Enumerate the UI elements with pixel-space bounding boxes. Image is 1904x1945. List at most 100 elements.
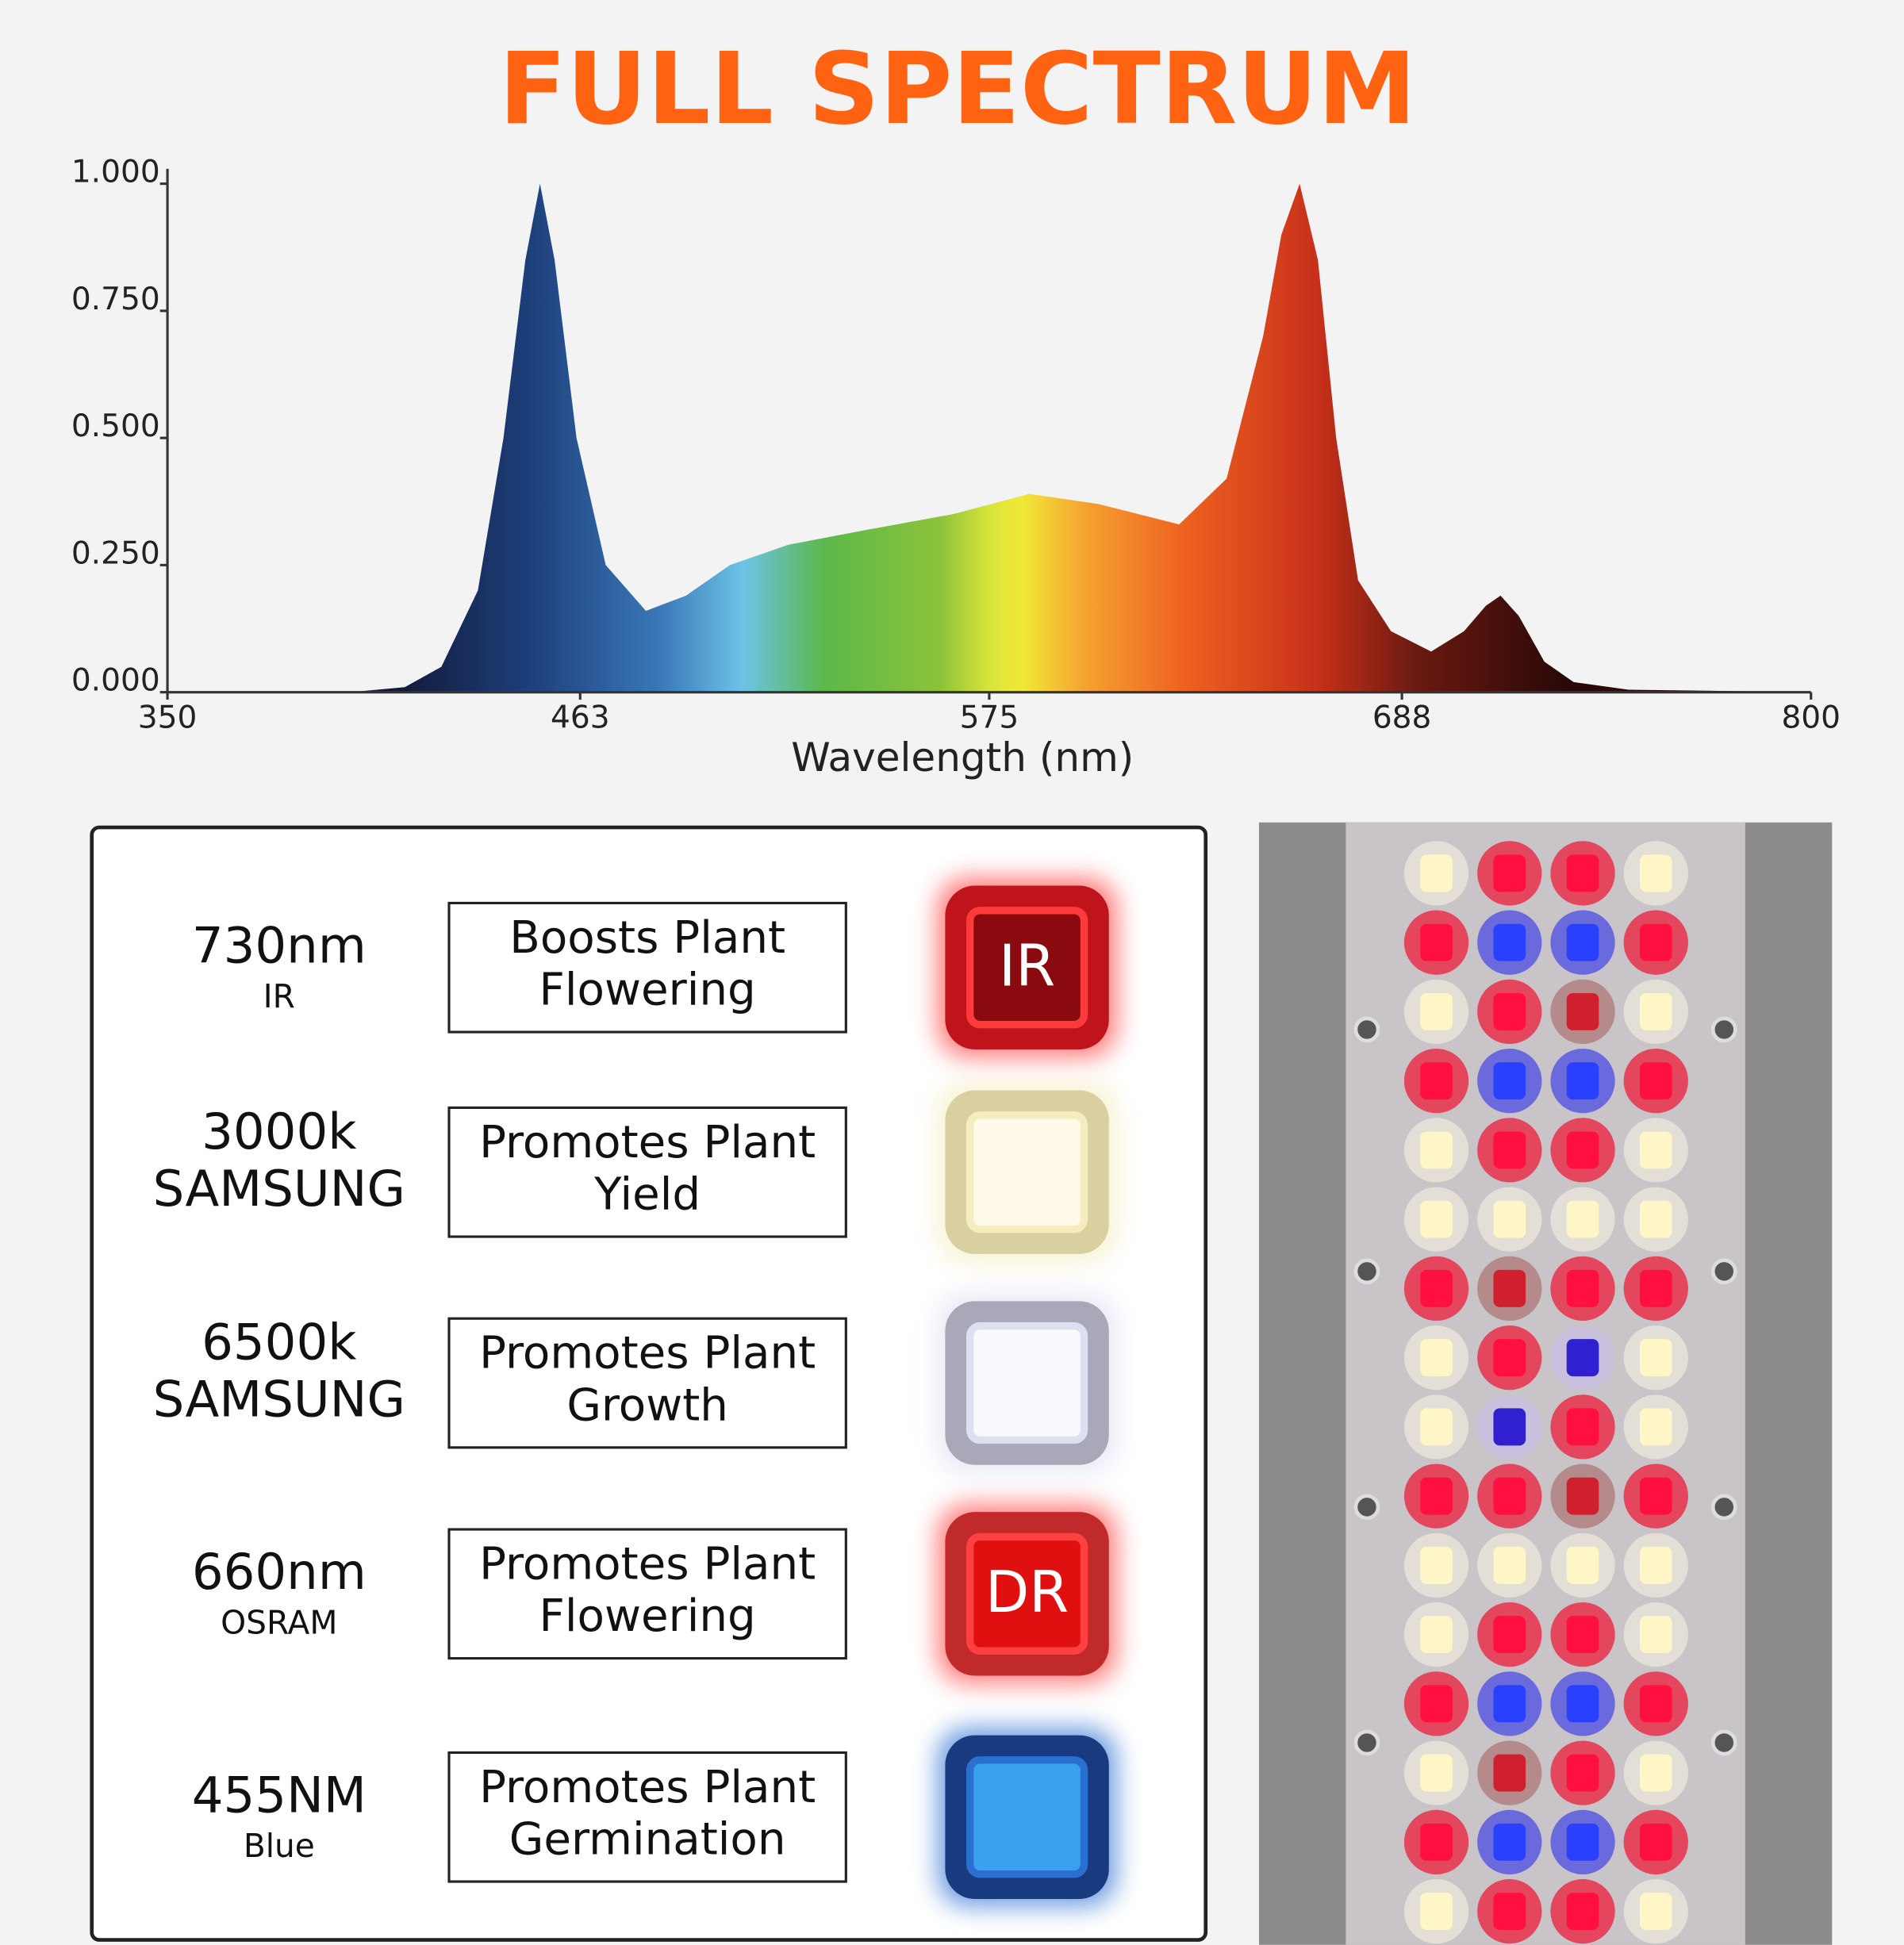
y-tick-label: 0.750: [71, 282, 160, 317]
led-chip: [1566, 854, 1599, 892]
chart-title: FULL SPECTRUM: [499, 32, 1417, 147]
x-tick-label: 800: [1781, 700, 1841, 736]
screw: [1710, 1016, 1737, 1043]
led-chip: [1566, 1131, 1599, 1169]
y-tick-label: 0.000: [71, 663, 160, 699]
led-chip: [1493, 1754, 1526, 1792]
badge-inner: [965, 907, 1088, 1029]
description-line: Flowering: [539, 1590, 756, 1642]
badge-label: IR: [999, 932, 1055, 999]
led-chip: [1420, 1823, 1453, 1861]
y-tick-label: 0.500: [71, 409, 160, 444]
led-chip: [1566, 1339, 1599, 1377]
led-chip: [1493, 1200, 1526, 1238]
led-chip: [1420, 992, 1453, 1030]
led-chip: [1566, 923, 1599, 961]
badge-inner: [965, 1533, 1088, 1655]
led-chip: [1639, 1339, 1672, 1377]
led-chip: [1639, 1477, 1672, 1515]
led-chip: [1493, 1131, 1526, 1169]
led-chip: [1420, 1616, 1453, 1654]
led-chip: [1639, 854, 1672, 892]
x-tick-label: 350: [138, 700, 198, 736]
screw: [1710, 1729, 1737, 1756]
led-chip: [1639, 1546, 1672, 1584]
badge-inner: [965, 1756, 1088, 1878]
led-chip: [1493, 1477, 1526, 1515]
led-chip: [1420, 1131, 1453, 1169]
led-chip: [1420, 1893, 1453, 1931]
description-line: Growth: [566, 1379, 728, 1431]
led-chip: [1639, 1131, 1672, 1169]
led-chip: [1566, 1200, 1599, 1238]
description-box: [447, 901, 847, 1034]
led-chip: [1493, 1685, 1526, 1723]
led-chip: [1639, 1893, 1672, 1931]
led-chip: [1420, 1269, 1453, 1307]
screw: [1353, 1016, 1380, 1043]
led-chip: [1493, 1339, 1526, 1377]
led-chip: [1493, 1062, 1526, 1100]
screw: [1353, 1258, 1380, 1285]
led-chip: [1639, 1062, 1672, 1100]
row-subtitle: SAMSUNG: [153, 1160, 405, 1218]
led-chip: [1639, 923, 1672, 961]
led-chip: [1566, 1616, 1599, 1654]
led-chip: [1566, 1408, 1599, 1446]
led-chip: [1493, 1269, 1526, 1307]
x-tick-label: 688: [1372, 700, 1432, 736]
led-chip: [1639, 992, 1672, 1030]
x-tick-label: 575: [960, 700, 1019, 736]
description-line: Promotes Plant: [479, 1117, 816, 1168]
description-box: [447, 1317, 847, 1449]
x-axis-label: Wavelength (nm): [791, 735, 1134, 781]
led-chip: [1566, 1685, 1599, 1723]
spectrum-area: [167, 183, 1811, 692]
description-box: [447, 1751, 847, 1883]
led-chip: [1639, 1269, 1672, 1307]
row-subtitle: OSRAM: [221, 1603, 337, 1641]
led-chip: [1420, 1754, 1453, 1792]
description-line: Promotes Plant: [479, 1328, 816, 1379]
led-chip: [1493, 1408, 1526, 1446]
row-title: 660nm: [192, 1543, 367, 1601]
led-chip: [1639, 1754, 1672, 1792]
led-chip: [1566, 1269, 1599, 1307]
description-line: Yield: [593, 1169, 701, 1221]
led-chip: [1420, 854, 1453, 892]
x-tick-label: 463: [551, 700, 610, 736]
led-chip: [1420, 1062, 1453, 1100]
description-line: Promotes Plant: [479, 1762, 816, 1813]
led-chip: [1639, 1200, 1672, 1238]
description-line: Flowering: [539, 965, 756, 1016]
led-chip: [1420, 1685, 1453, 1723]
led-chip: [1566, 992, 1599, 1030]
row-title: 3000k: [202, 1103, 357, 1160]
led-chip: [1566, 1546, 1599, 1584]
led-chip: [1566, 1754, 1599, 1792]
row-subtitle: Blue: [244, 1827, 315, 1865]
led-chip: [1493, 1546, 1526, 1584]
description-box: [447, 1528, 847, 1660]
led-chip: [1639, 1685, 1672, 1723]
row-subtitle: SAMSUNG: [153, 1371, 405, 1429]
description-line: Boosts Plant: [509, 912, 785, 964]
led-chip: [1566, 1477, 1599, 1515]
led-chip: [1566, 1893, 1599, 1931]
badge-inner: [965, 1322, 1088, 1444]
led-chip: [1420, 1339, 1453, 1377]
led-chip: [1566, 1062, 1599, 1100]
led-chip: [1420, 923, 1453, 961]
led-chip: [1566, 1823, 1599, 1861]
row-title: 455NM: [192, 1766, 367, 1824]
led-chip: [1493, 1823, 1526, 1861]
badge-inner: [965, 1111, 1088, 1233]
led-chip: [1493, 1893, 1526, 1931]
badge-label: DR: [985, 1559, 1069, 1625]
description-line: Promotes Plant: [479, 1539, 816, 1590]
y-tick-label: 1.000: [71, 155, 160, 190]
row-title: 730nm: [192, 916, 367, 974]
row-title: 6500k: [202, 1314, 357, 1371]
